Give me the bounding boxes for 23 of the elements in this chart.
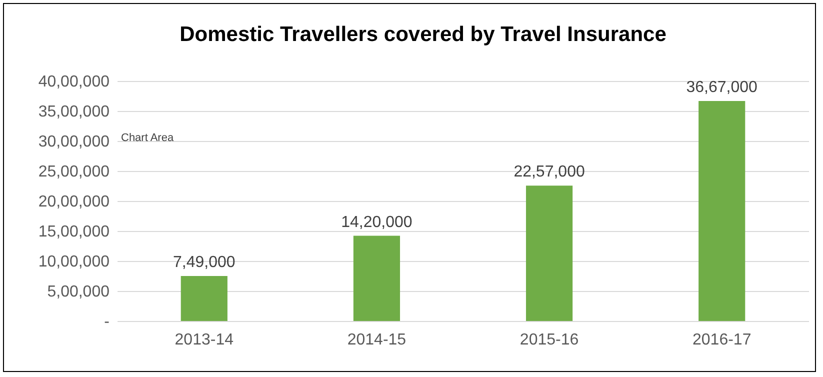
x-tick-label: 2014-15 xyxy=(347,332,406,348)
y-tick-label: 30,00,000 xyxy=(38,134,110,150)
data-label: 36,67,000 xyxy=(686,78,758,96)
chart-title: Domestic Travellers covered by Travel Insurance xyxy=(180,23,666,46)
y-tick-label: 5,00,000 xyxy=(47,284,110,300)
y-tick-label: 35,00,000 xyxy=(38,104,110,120)
data-label: 14,20,000 xyxy=(341,214,412,231)
bar xyxy=(353,236,400,321)
annotation: Chart Area xyxy=(121,132,174,144)
bar xyxy=(180,276,228,321)
x-tick-label: 2015-16 xyxy=(520,332,579,348)
data-label: 22,57,000 xyxy=(514,164,585,181)
bar xyxy=(526,186,573,321)
y-tick-label: 10,00,000 xyxy=(38,254,110,270)
bar xyxy=(698,100,746,321)
x-tick-label: 2013-14 xyxy=(174,332,234,348)
y-tick-label: 20,00,000 xyxy=(38,194,110,210)
y-tick-label: 40,00,000 xyxy=(38,74,110,90)
y-tick-label: 15,00,000 xyxy=(38,224,110,240)
y-tick-label: - xyxy=(104,314,110,330)
y-tick-label: 25,00,000 xyxy=(38,164,110,180)
data-label: 7,49,000 xyxy=(173,254,236,272)
x-tick-label: 2016-17 xyxy=(692,332,752,348)
